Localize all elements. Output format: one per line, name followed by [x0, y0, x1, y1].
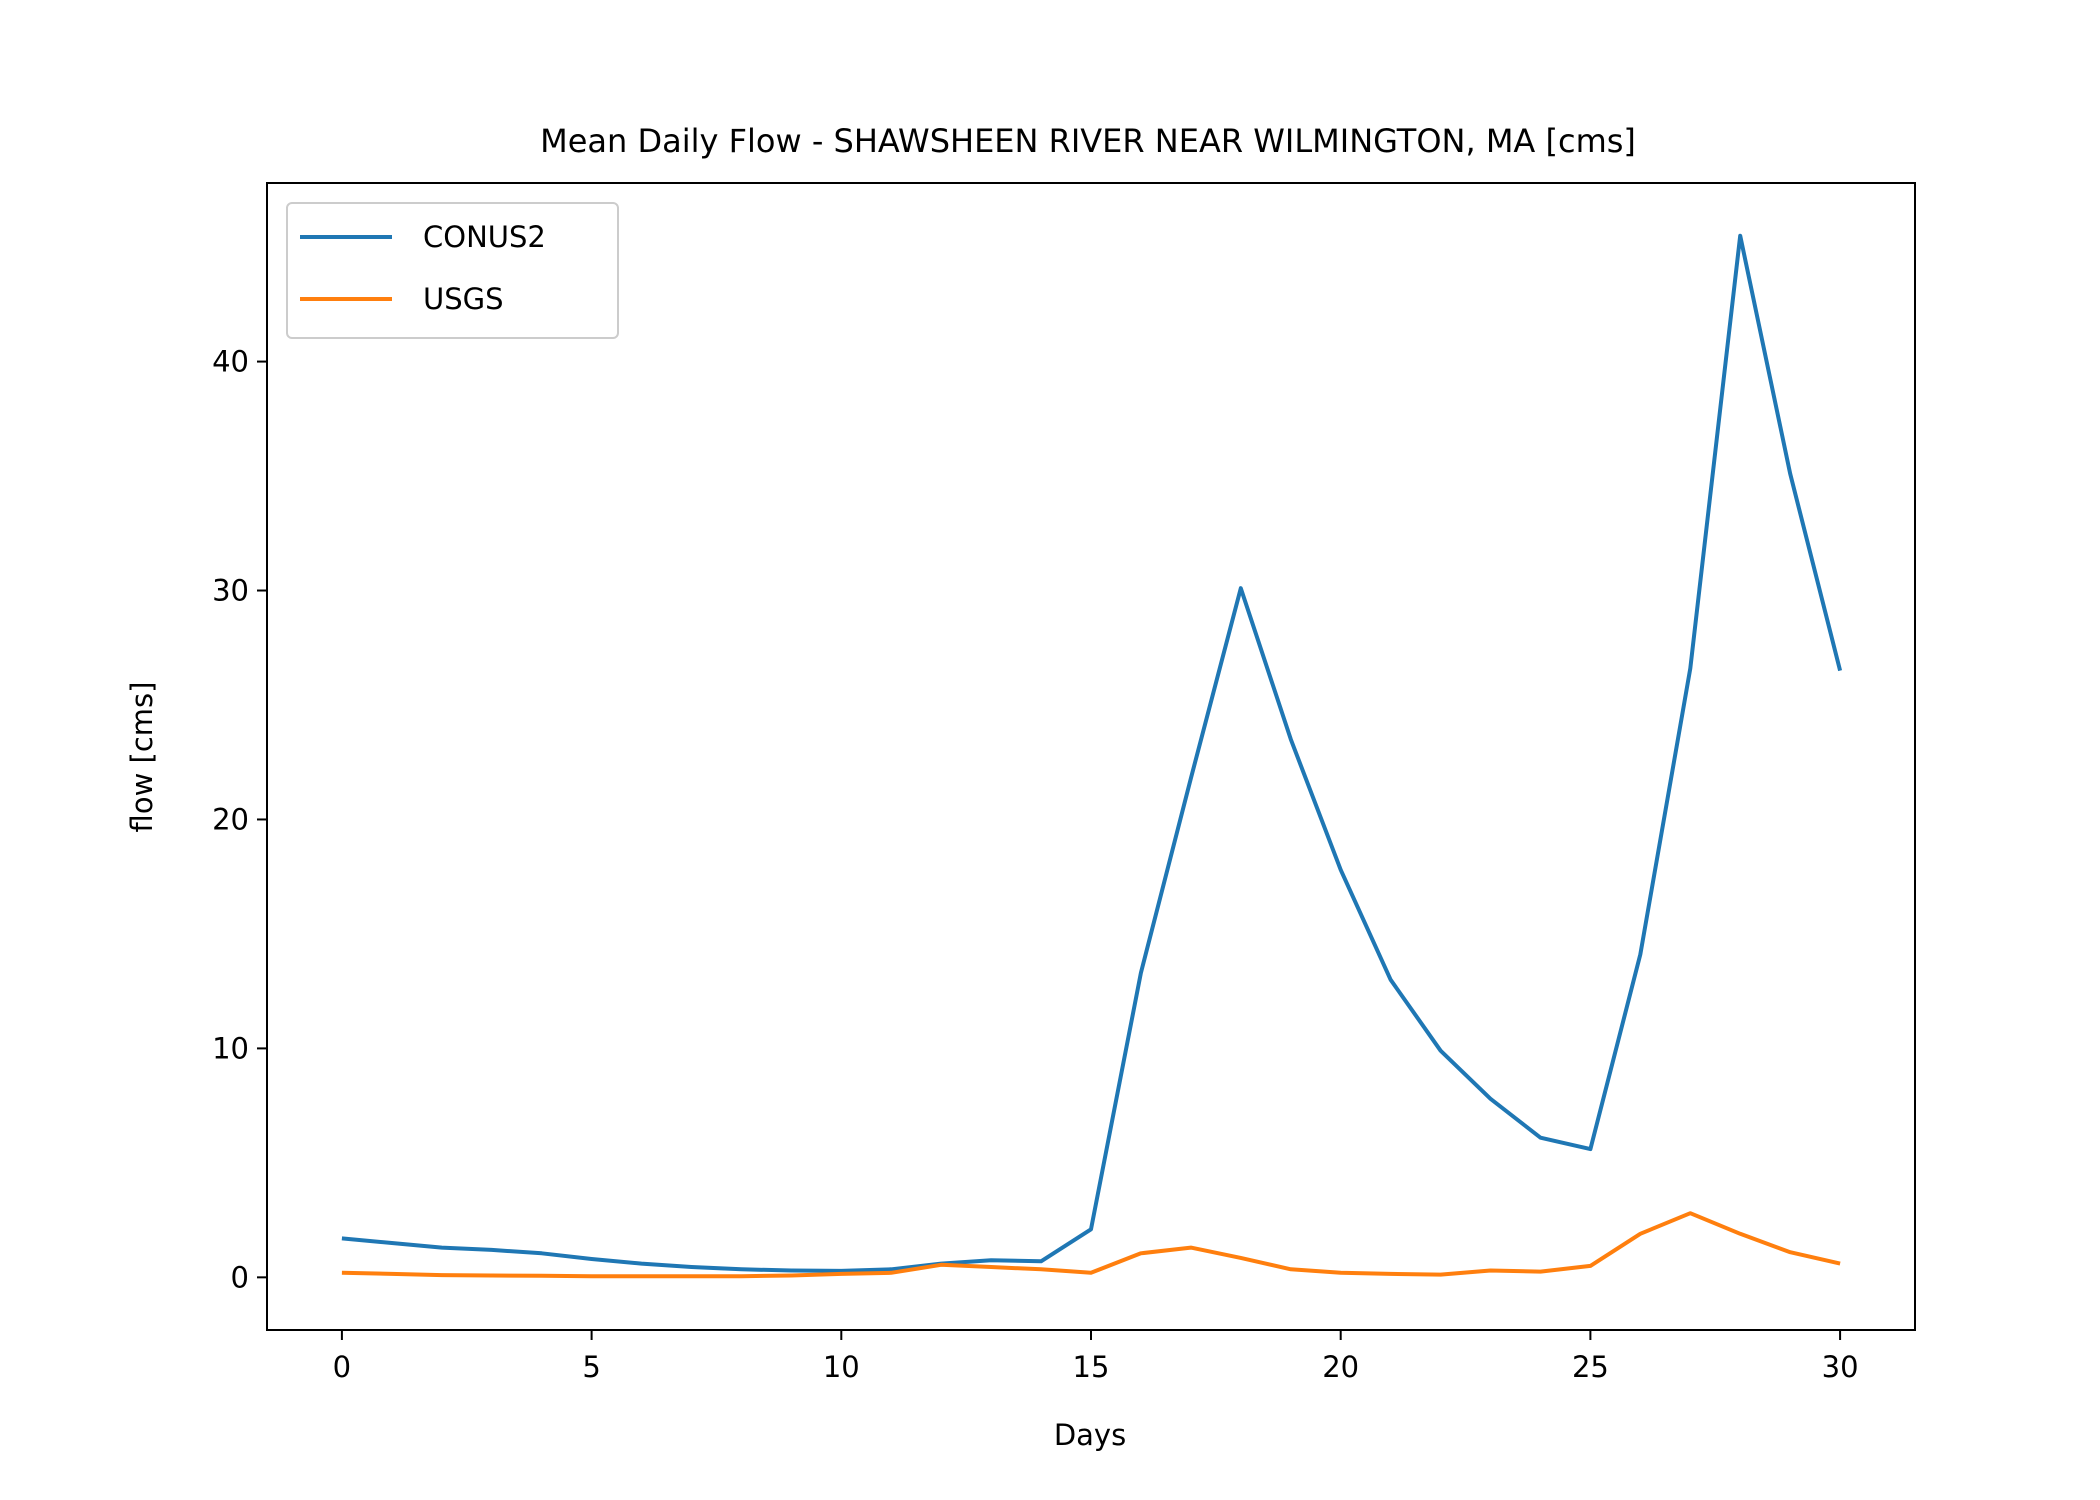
legend-items: CONUS2 USGS	[300, 220, 546, 316]
legend-label-conus2: CONUS2	[423, 220, 546, 254]
x-tick-label: 10	[823, 1350, 860, 1384]
legend-label-usgs: USGS	[423, 282, 504, 316]
y-tick-label: 0	[231, 1260, 249, 1294]
x-tick-label: 15	[1073, 1350, 1110, 1384]
x-tick-label: 20	[1322, 1350, 1359, 1384]
x-tick-label: 30	[1822, 1350, 1859, 1384]
plot-area-frame	[266, 182, 1916, 1331]
series-line-conus2	[341, 233, 1843, 1273]
x-axis-ticks: 0 5 10 15 20 25 30	[333, 1330, 1859, 1384]
series-layer	[341, 233, 1843, 1279]
y-tick-label: 10	[212, 1031, 249, 1065]
chart-title: Mean Daily Flow - SHAWSHEEN RIVER NEAR W…	[540, 122, 1636, 160]
x-tick-label: 0	[333, 1350, 351, 1384]
legend: CONUS2 USGS	[286, 202, 619, 339]
x-tick-label: 5	[582, 1350, 600, 1384]
y-axis-ticks: 0 10 20 30 40	[212, 345, 267, 1294]
x-axis-label: Days	[1054, 1418, 1126, 1452]
y-axis-label: flow [cms]	[125, 682, 159, 833]
series-line-usgs	[341, 1211, 1841, 1279]
y-tick-label: 20	[212, 802, 249, 836]
y-tick-label: 30	[212, 574, 249, 608]
x-tick-label: 25	[1572, 1350, 1609, 1384]
y-tick-label: 40	[212, 345, 249, 379]
